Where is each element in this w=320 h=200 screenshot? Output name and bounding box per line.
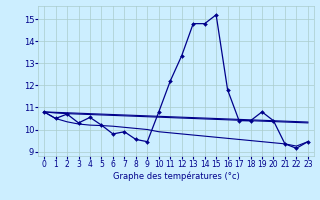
X-axis label: Graphe des températures (°c): Graphe des températures (°c) — [113, 172, 239, 181]
